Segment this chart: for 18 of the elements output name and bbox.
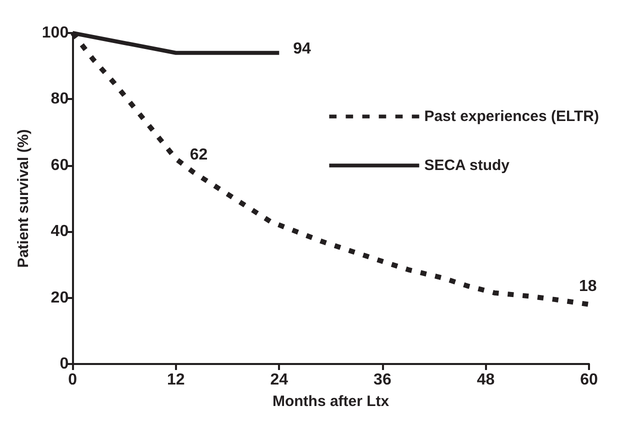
x-tick-label: 12 <box>166 372 185 388</box>
legend-label: Past experiences (ELTR) <box>424 108 600 125</box>
y-tick-label: 0 <box>60 356 69 372</box>
y-tick-label: 100 <box>42 24 69 42</box>
legend-label: SECA study <box>424 157 510 174</box>
data-label: 18 <box>579 278 597 295</box>
y-axis-title: Patient survival (%) <box>15 129 32 268</box>
x-tick-label: 48 <box>476 372 495 388</box>
y-tick-label: 80 <box>50 90 69 108</box>
y-tick-label: 40 <box>50 223 69 240</box>
x-axis-title: Months after Ltx <box>272 393 390 410</box>
data-label: 62 <box>190 146 208 164</box>
y-tick-label: 60 <box>50 156 69 174</box>
data-label: 94 <box>293 40 312 58</box>
y-tick-label: 20 <box>50 289 69 306</box>
x-tick-label: 60 <box>580 372 598 388</box>
x-tick-label: 24 <box>270 372 288 388</box>
x-tick-label: 36 <box>374 372 392 388</box>
